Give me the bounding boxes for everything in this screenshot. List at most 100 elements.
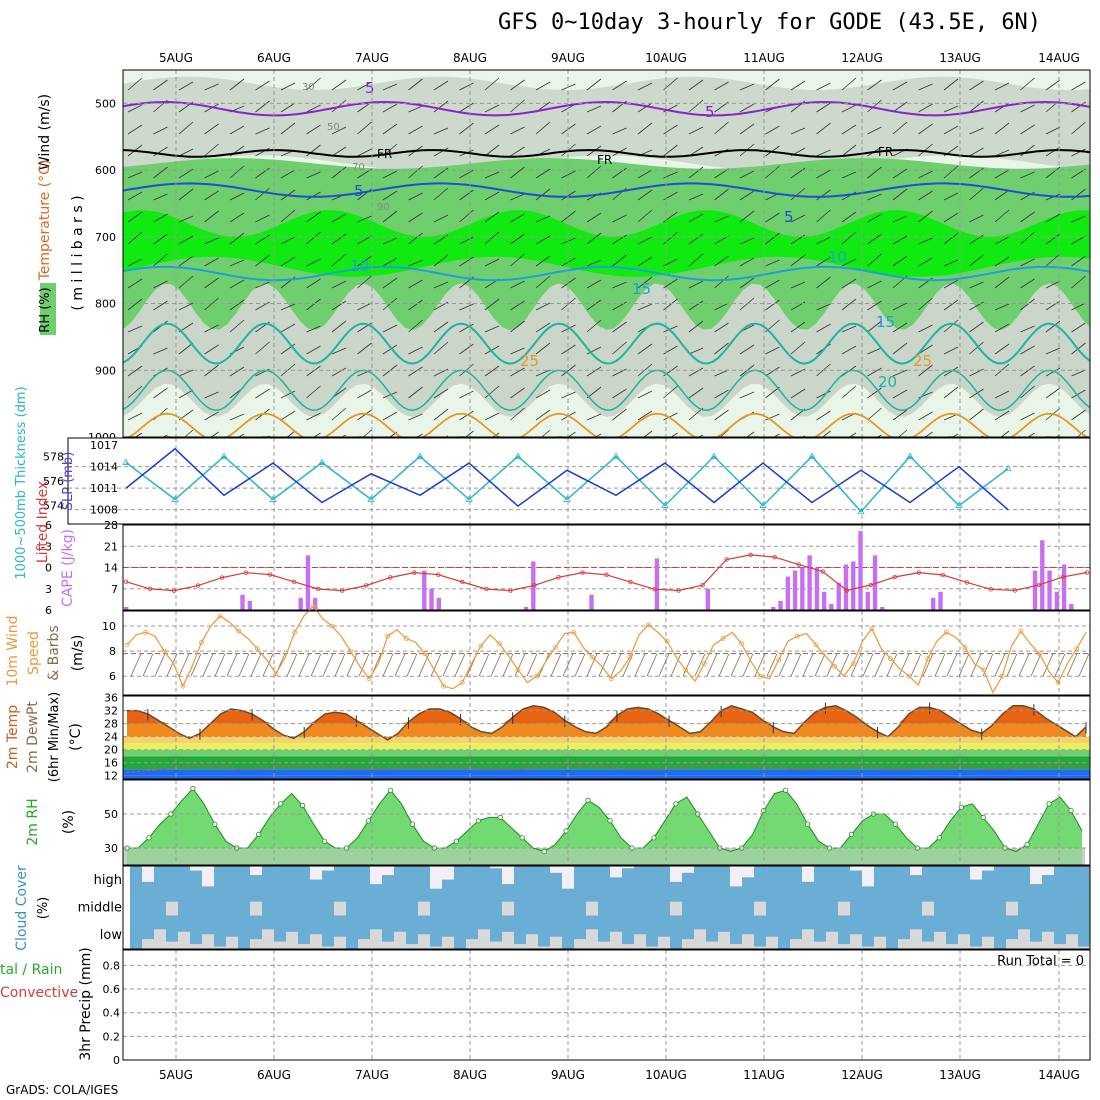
wind-barb (634, 653, 646, 677)
wind-barb (357, 389, 372, 399)
wind-barb (484, 365, 500, 377)
rh-marker (409, 821, 416, 827)
wind-barb (510, 347, 525, 355)
bottom-date-label: 13AUG (939, 1068, 981, 1082)
dewpt-axis-label: 2m DewPt (25, 701, 41, 773)
y-tick-label: 900 (95, 364, 116, 377)
cloud-mid-block (922, 901, 934, 916)
wind-barb (1071, 121, 1086, 135)
cloud-row-label: high (94, 873, 122, 888)
wind-speed-marker (943, 629, 949, 635)
wind-barb (306, 211, 321, 223)
wind-barb (663, 124, 678, 135)
rh-marker (453, 838, 459, 844)
wind-barb (490, 653, 502, 677)
cloud-low-block (490, 941, 502, 949)
cloud-high-gap (502, 866, 514, 885)
wind-barb (255, 281, 270, 289)
wind-barb (484, 171, 500, 179)
wind-barb (178, 188, 194, 201)
wind-barb (510, 166, 525, 179)
wind-barb (1066, 653, 1078, 677)
wind-barb (255, 127, 270, 135)
wind-speed-marker (1037, 651, 1042, 657)
wind-barb (1045, 166, 1061, 179)
y-tick-label: 20 (104, 744, 118, 757)
wind-barb (637, 390, 653, 399)
series-marker (318, 458, 326, 465)
cloud-low-block (1054, 944, 1066, 949)
rh-marker (585, 797, 591, 804)
wind-barb (739, 190, 755, 201)
wind-barb (816, 323, 831, 333)
wind-barb (190, 653, 202, 677)
wind-barb (598, 653, 610, 677)
rh-marker (783, 787, 789, 793)
wind-barb (790, 254, 806, 267)
bottom-date-label: 6AUG (257, 1068, 291, 1082)
wind-barb (1042, 653, 1054, 677)
wind-barb (637, 410, 653, 421)
wind-barb (229, 192, 245, 201)
cloud-mid-block (1006, 901, 1018, 916)
wind-barb (306, 365, 321, 377)
rh-marker (980, 814, 986, 821)
cloud-low-block (538, 946, 550, 949)
wind-barb (841, 231, 857, 245)
wind-barb (739, 237, 755, 245)
wind-barb (204, 411, 219, 421)
wind-speed-marker (776, 657, 782, 663)
bottom-date-label: 5AUG (159, 1068, 193, 1082)
contour-label: 5 (705, 103, 715, 121)
rh-legend-value: 90 (377, 202, 390, 213)
wind-barb (969, 368, 984, 377)
cape-bar (829, 603, 834, 610)
cloud-high-gap (850, 866, 862, 871)
wind-barb (153, 387, 168, 399)
wind-barb (778, 653, 790, 677)
wind-barb (610, 653, 622, 677)
top-date-label: 11AUG (743, 51, 785, 65)
bottom-date-label: 8AUG (453, 1068, 487, 1082)
wind-barb (255, 80, 270, 91)
wind-barb (742, 653, 754, 677)
wind-speed-marker (292, 629, 297, 635)
y-tick-label: 700 (95, 231, 116, 244)
wind-barb (841, 171, 857, 179)
wind-barb (1020, 231, 1035, 245)
wind-barb (714, 188, 729, 201)
wind-barb (433, 408, 449, 421)
cape-bar (705, 588, 711, 610)
wind-barb (969, 187, 984, 201)
wind-barb (535, 369, 551, 377)
wind-speed-marker (254, 646, 260, 652)
panel-bg (68, 438, 1090, 524)
wind-barb (1020, 144, 1035, 157)
wind-speed-marker (701, 661, 707, 667)
wind-barb (357, 255, 372, 267)
wind-barb (535, 409, 551, 421)
wind-barb (204, 237, 219, 245)
wind-barb (688, 320, 704, 333)
y-tick-label: 576 (43, 475, 64, 488)
wind-speed-marker (850, 661, 856, 667)
wind-barb (561, 344, 576, 355)
wind-barb (306, 171, 321, 179)
wind-barb (510, 193, 525, 201)
wind-barb (867, 300, 882, 311)
wind-barb (706, 653, 718, 677)
wind-barb (892, 342, 908, 355)
y-tick-label: 6 (45, 604, 52, 617)
wind-barb (867, 280, 882, 289)
wind-speed-axis-label-2: Speed (26, 631, 42, 675)
wind-barb (408, 232, 423, 245)
cape-bar (851, 561, 856, 610)
y-tick-label: -3 (41, 540, 52, 553)
cape-bar (1069, 603, 1074, 610)
cloud-low-block (826, 931, 838, 949)
wind-barb (459, 343, 474, 355)
wind-barb (790, 281, 806, 289)
wind-barb (255, 254, 270, 267)
temp-color-band (123, 736, 1090, 744)
wind-barb (255, 167, 270, 179)
